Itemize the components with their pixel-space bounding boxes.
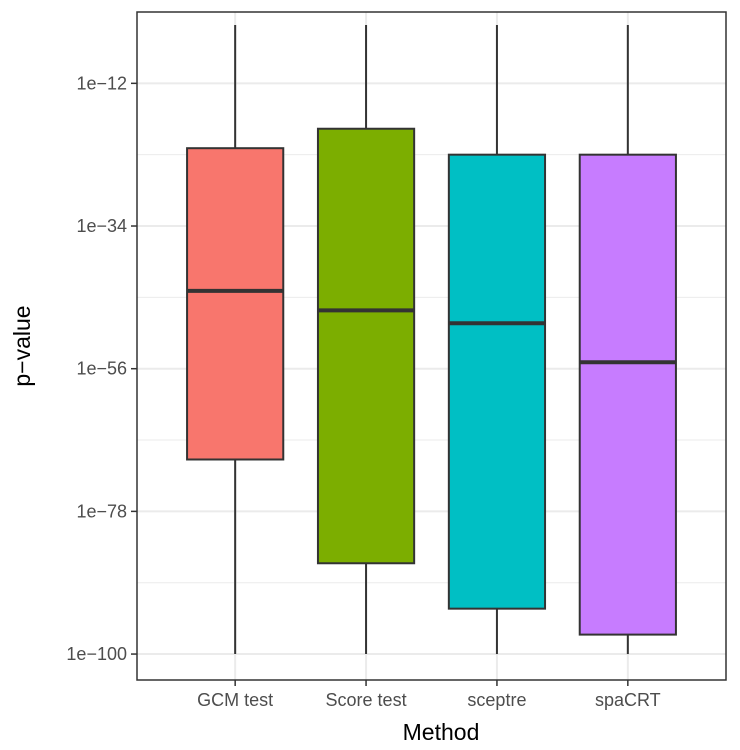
y-tick-label: 1e−78 [76,501,127,521]
axes: 1e−12 1e−34 1e−56 1e−78 1e−100 GCM test Score … [66,73,660,710]
y-tick-label: 1e−100 [66,644,127,664]
box [186,147,285,461]
x-tick-label: Score test [326,690,407,710]
y-tick-label: 1e−56 [76,359,127,379]
box [578,153,677,636]
y-tick-label: 1e−12 [76,73,127,93]
y-axis-title: p−value [9,305,35,386]
y-tick-label: 1e−34 [76,216,127,236]
boxes [186,24,677,655]
box [316,127,416,565]
x-tick-label: sceptre [467,690,526,710]
plot-border [136,11,727,681]
x-axis-title: Method [403,719,480,745]
x-tick-label: GCM test [197,690,273,710]
box [447,153,547,610]
x-tick-label: spaCRT [595,690,661,710]
